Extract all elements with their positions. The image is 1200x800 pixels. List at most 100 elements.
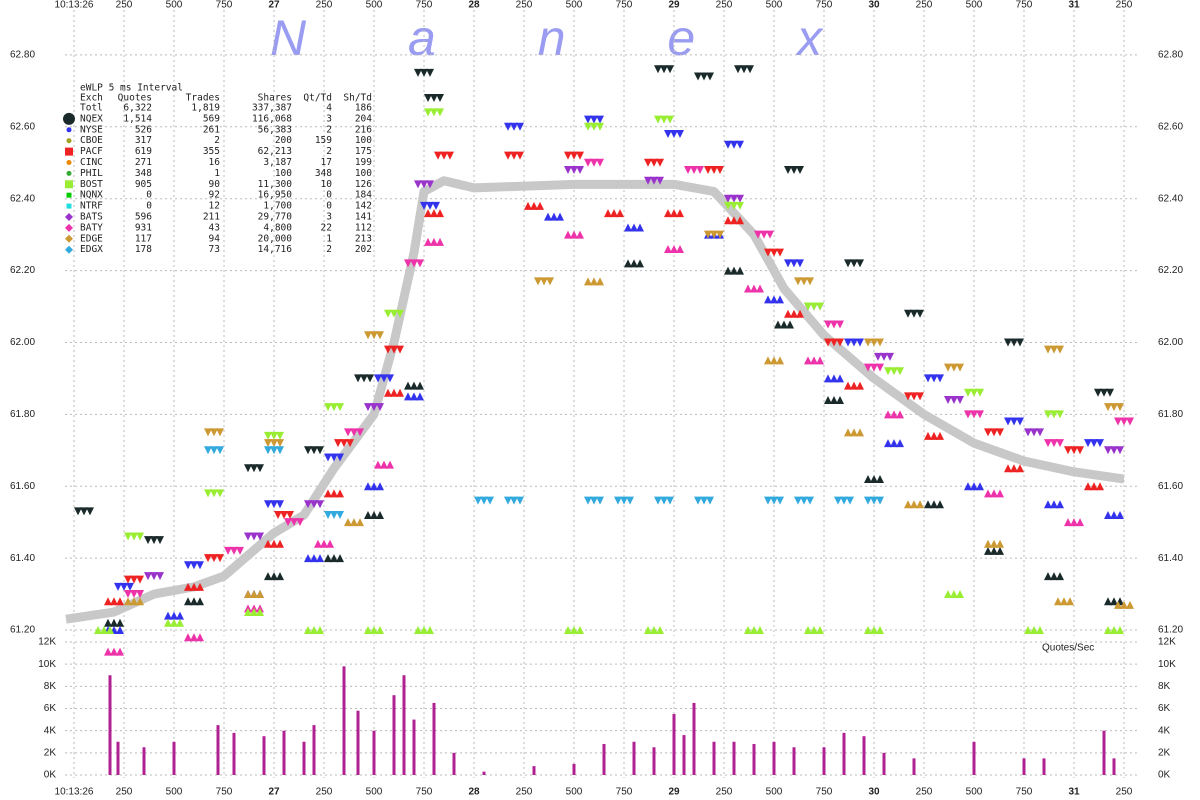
quote-marker bbox=[344, 428, 352, 437]
quote-marker bbox=[264, 572, 272, 581]
quote-marker bbox=[396, 345, 404, 354]
quote-marker bbox=[660, 115, 668, 124]
quote-marker bbox=[1104, 446, 1112, 455]
quote-marker bbox=[210, 554, 218, 563]
y-tick-label: 62.80 bbox=[10, 50, 35, 61]
legend-marker bbox=[65, 147, 73, 156]
quote-marker bbox=[706, 496, 714, 505]
table-cell: 0 bbox=[326, 190, 332, 201]
table-cell: 1,514 bbox=[123, 113, 152, 124]
quote-marker bbox=[286, 510, 294, 519]
quote-marker bbox=[856, 338, 864, 347]
quote-marker bbox=[1004, 417, 1012, 426]
bar bbox=[1022, 758, 1026, 775]
bar bbox=[912, 758, 916, 775]
quote-marker bbox=[896, 367, 904, 376]
quote-marker bbox=[824, 395, 832, 404]
quote-marker bbox=[94, 626, 102, 634]
table-cell: 175 bbox=[355, 146, 372, 157]
quote-marker bbox=[710, 165, 718, 174]
quote-marker bbox=[650, 626, 658, 634]
quote-marker bbox=[984, 539, 992, 548]
quote-marker bbox=[1076, 446, 1084, 455]
y-tick-label: 62.20 bbox=[10, 265, 35, 276]
x-tick-label: 750 bbox=[216, 787, 233, 798]
quote-marker bbox=[876, 475, 884, 484]
x-tick-label: 500 bbox=[366, 0, 383, 11]
quote-marker bbox=[764, 248, 772, 257]
quote-marker bbox=[1114, 600, 1122, 609]
quote-marker bbox=[870, 363, 878, 372]
x-tick-label: 29 bbox=[668, 787, 680, 798]
quote-marker bbox=[364, 482, 372, 491]
bar bbox=[116, 741, 120, 775]
quote-marker bbox=[126, 582, 134, 591]
table-cell: 141 bbox=[355, 212, 372, 223]
quote-marker bbox=[124, 575, 132, 584]
quote-marker bbox=[550, 212, 558, 221]
quote-marker bbox=[1114, 417, 1122, 426]
table-cell: 619 bbox=[135, 146, 152, 157]
quote-marker bbox=[654, 65, 662, 74]
quote-marker bbox=[944, 395, 952, 404]
bar bbox=[412, 719, 416, 775]
quote-marker bbox=[1054, 597, 1062, 606]
quote-marker bbox=[1010, 417, 1018, 426]
y-tick-label: 10K bbox=[38, 659, 56, 670]
quote-marker bbox=[1050, 439, 1058, 448]
quote-marker bbox=[420, 180, 428, 189]
quote-marker bbox=[1056, 410, 1064, 419]
quote-marker bbox=[780, 320, 788, 329]
quote-marker bbox=[896, 439, 904, 448]
quote-marker bbox=[136, 575, 144, 584]
table-cell: 11,300 bbox=[258, 179, 293, 190]
table-cell: 355 bbox=[203, 146, 220, 157]
quote-marker bbox=[750, 626, 758, 634]
quote-marker bbox=[1056, 500, 1064, 509]
table-cell: BATS bbox=[80, 212, 103, 223]
quote-marker bbox=[370, 626, 378, 634]
table-cell: EDGE bbox=[80, 233, 103, 244]
quote-marker bbox=[184, 597, 192, 606]
bar bbox=[572, 763, 576, 775]
quote-marker bbox=[1126, 417, 1134, 426]
bar bbox=[482, 771, 486, 775]
quote-marker bbox=[584, 158, 592, 167]
bar bbox=[312, 725, 316, 775]
quote-marker bbox=[270, 572, 278, 581]
quote-marker bbox=[104, 597, 112, 606]
legend-marker bbox=[63, 112, 75, 125]
quote-marker bbox=[660, 65, 668, 74]
quote-marker bbox=[976, 482, 984, 491]
table-cell: 2 bbox=[326, 124, 332, 135]
quote-marker bbox=[356, 428, 364, 437]
quote-marker bbox=[716, 165, 724, 174]
quote-marker bbox=[544, 212, 552, 221]
quote-marker bbox=[390, 345, 398, 354]
quote-marker bbox=[636, 259, 644, 268]
quote-marker bbox=[644, 626, 652, 634]
quote-marker bbox=[256, 590, 264, 599]
x-tick-label: 250 bbox=[116, 0, 133, 11]
quote-marker bbox=[230, 546, 238, 555]
quote-marker bbox=[916, 392, 924, 401]
quote-marker bbox=[736, 266, 744, 275]
y-tick-label: 10K bbox=[1158, 659, 1176, 670]
table-cell: 43 bbox=[209, 222, 220, 233]
table-cell: 2 bbox=[326, 146, 332, 157]
quote-marker bbox=[1070, 518, 1078, 527]
quote-marker bbox=[590, 277, 598, 286]
quote-marker bbox=[904, 500, 912, 509]
quote-marker bbox=[216, 489, 224, 498]
quote-marker bbox=[316, 500, 324, 509]
quote-marker bbox=[884, 410, 892, 419]
quote-marker bbox=[236, 546, 244, 555]
quote-marker bbox=[114, 582, 122, 591]
bar bbox=[602, 743, 606, 775]
y-tick-label: 8K bbox=[44, 681, 57, 692]
quote-marker bbox=[430, 209, 438, 218]
quote-marker bbox=[424, 108, 432, 117]
quote-marker bbox=[1044, 345, 1052, 354]
x-tick-label: 750 bbox=[1016, 787, 1033, 798]
quote-marker bbox=[614, 496, 622, 505]
